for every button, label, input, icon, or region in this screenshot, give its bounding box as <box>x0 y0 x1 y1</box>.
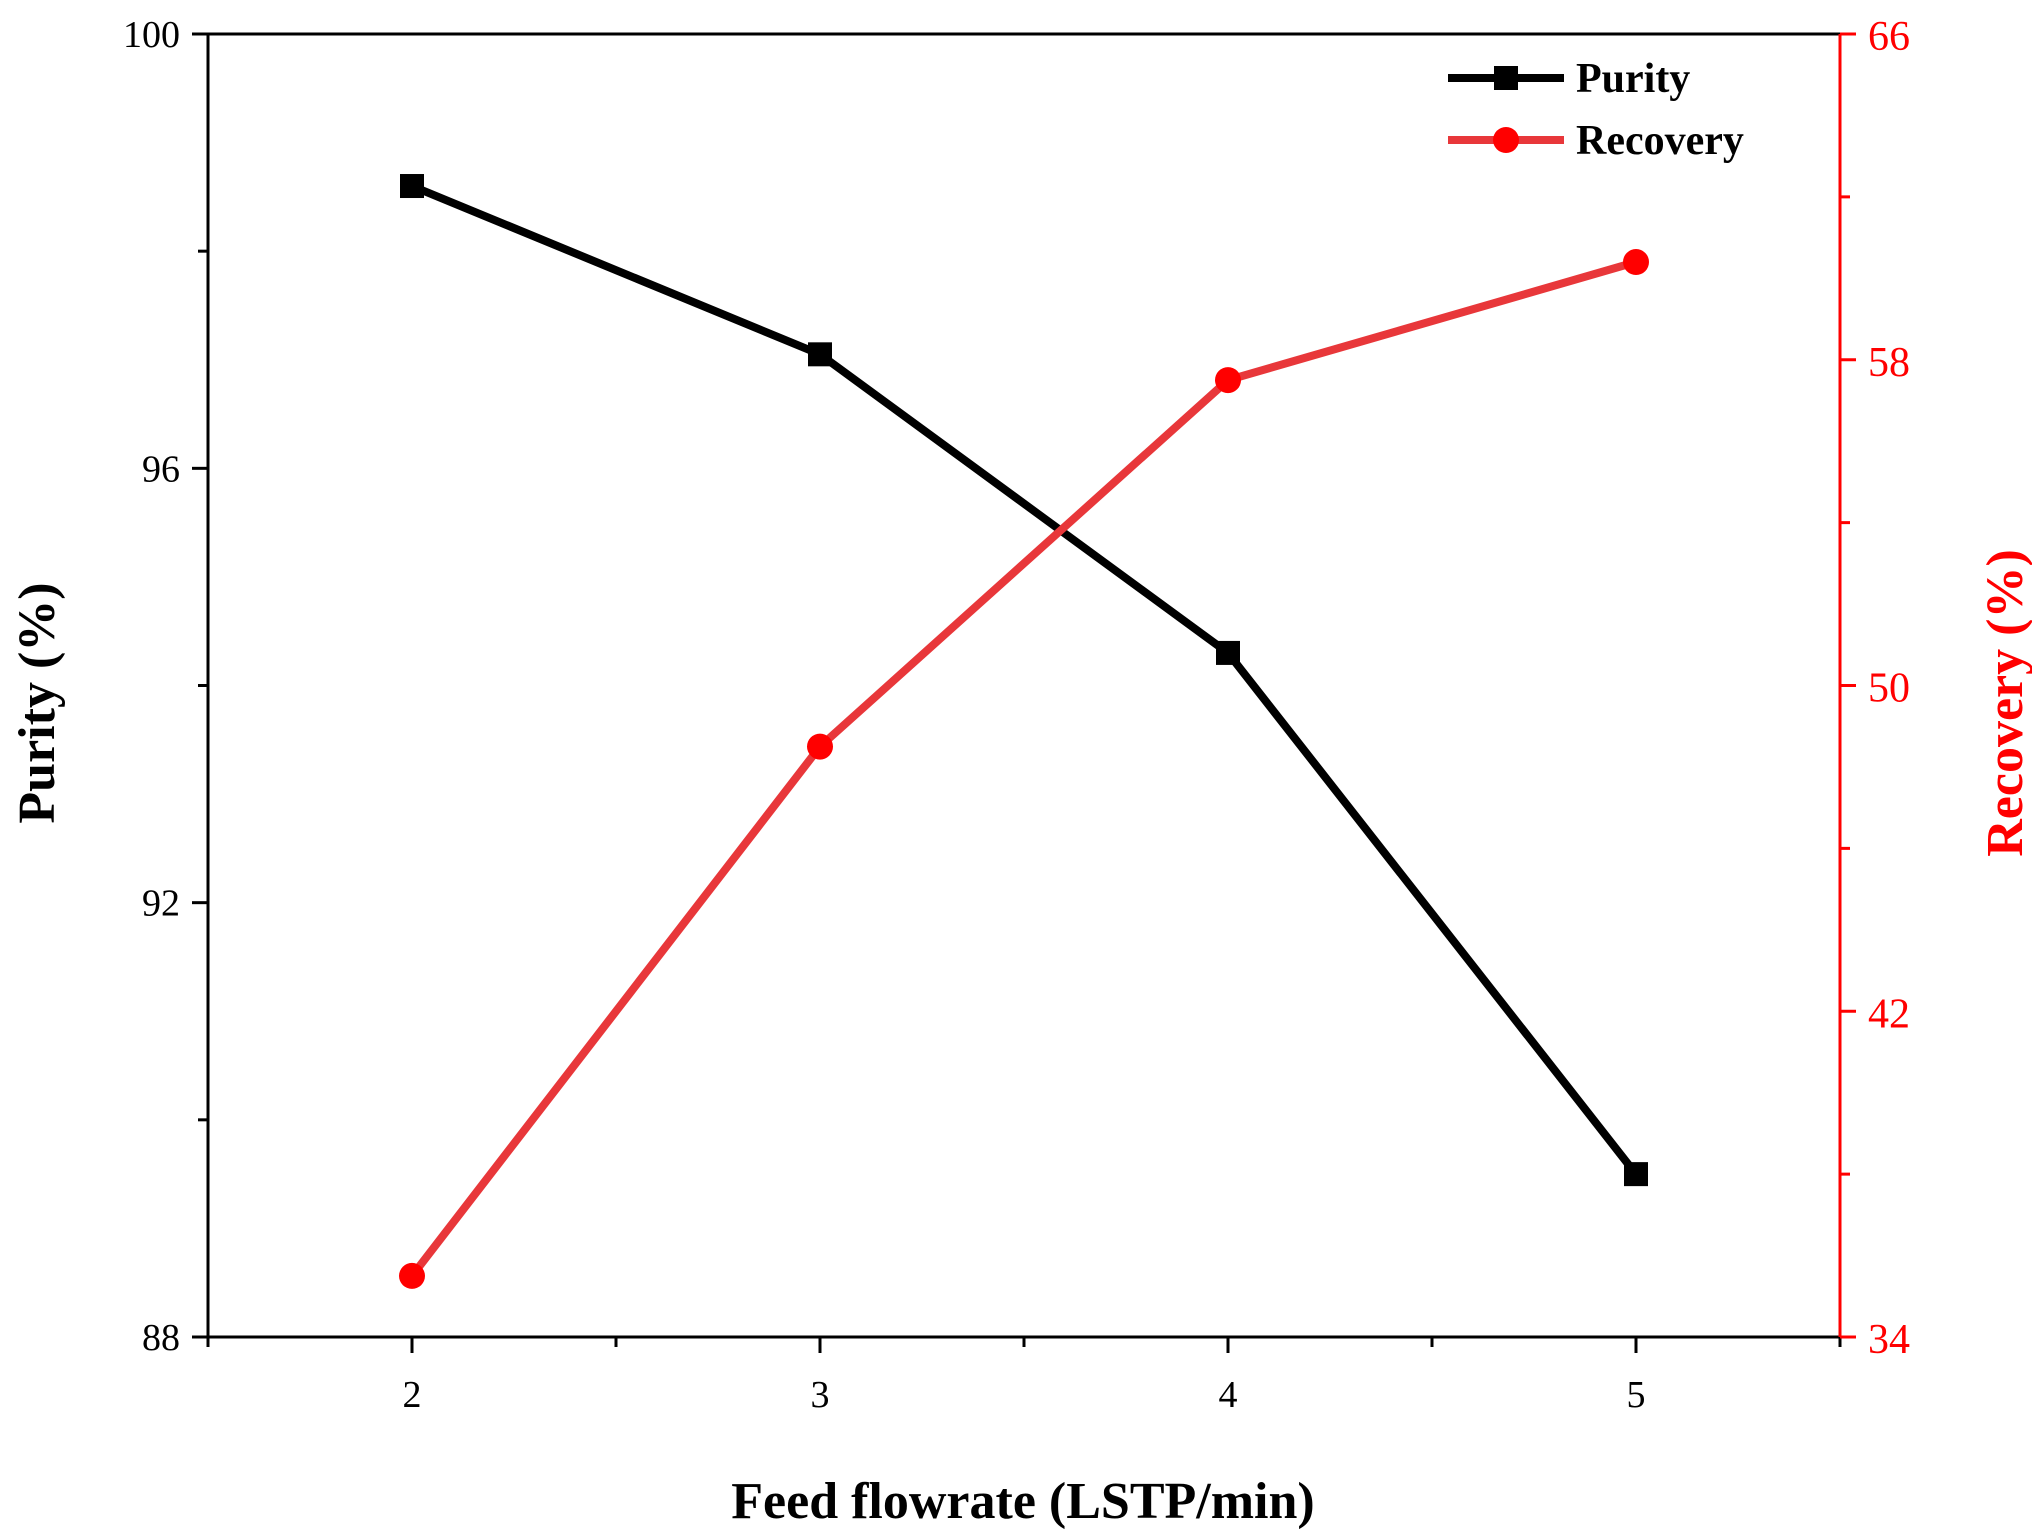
purity-point <box>808 342 832 367</box>
y2-axis-title: Recovery (%) <box>1977 549 2032 857</box>
y-tick-label: 88 <box>142 1317 180 1359</box>
y2-tick-label: 58 <box>1868 340 1910 386</box>
x-axis-title: Feed flowrate (LSTP/min) <box>731 1473 1314 1530</box>
legend-purity-marker <box>1494 66 1518 90</box>
recovery-point <box>1215 367 1241 394</box>
y2-tick-label: 42 <box>1868 991 1910 1037</box>
y2-tick-label: 50 <box>1868 666 1910 712</box>
recovery-point <box>1623 249 1649 276</box>
x-tick-label: 4 <box>1219 1374 1238 1416</box>
y2-tick-label: 34 <box>1868 1317 1910 1363</box>
x-tick-label: 2 <box>403 1374 422 1416</box>
legend-recovery-marker <box>1493 127 1519 153</box>
x-tick-label: 3 <box>811 1374 830 1416</box>
y2-tick-label: 66 <box>1868 14 1910 60</box>
recovery-point <box>807 733 833 760</box>
y-axis-title: Purity (%) <box>9 582 66 823</box>
recovery-point <box>399 1262 425 1289</box>
purity-point <box>1624 1162 1648 1187</box>
y-tick-label: 96 <box>142 448 180 490</box>
y-tick-label: 92 <box>142 883 180 925</box>
purity-point <box>400 174 424 199</box>
legend-purity-label: Purity <box>1576 56 1690 102</box>
y-tick-label: 100 <box>123 14 180 56</box>
legend: Purity Recovery <box>1448 56 1744 164</box>
x-tick-label: 5 <box>1627 1374 1646 1416</box>
purity-point <box>1216 640 1240 665</box>
series-layer <box>399 174 1649 1289</box>
legend-recovery-label: Recovery <box>1576 118 1744 164</box>
recovery-line <box>408 258 1638 1279</box>
purity-line <box>410 182 1640 1177</box>
